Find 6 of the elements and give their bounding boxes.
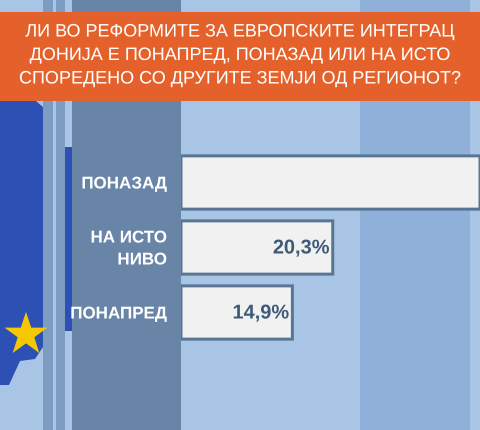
y-tick-label: НА ИСТО НИВО bbox=[90, 227, 167, 268]
data-label: 20,3% bbox=[272, 236, 330, 258]
y-tick-label: ПОНАПРЕД bbox=[70, 303, 167, 322]
data-label: 14,9% bbox=[232, 302, 290, 324]
y-tick-label: ПОНАЗАД bbox=[81, 173, 167, 192]
chart-title: ЛИ ВО РЕФОРМИТЕ ЗА ЕВРОПСКИТЕ ИНТЕГРАЦ ДОНИЈА Е ПОНАПРЕД, ПОНАЗАД ИЛИ НА ИСТО СПОРЕДЕНО СО ДРУГИТЕ ЗЕМЈИ ОД РЕГИОНОТ? bbox=[19, 20, 461, 88]
